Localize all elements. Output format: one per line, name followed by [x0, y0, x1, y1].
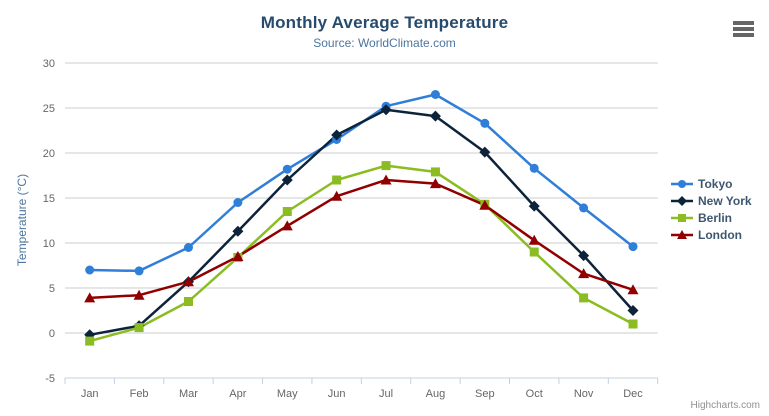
tokyo-legend-marker-shape[interactable]: [678, 180, 686, 188]
x-axis-label: Jun: [328, 388, 346, 400]
legend-item-london[interactable]: London: [671, 227, 752, 243]
legend-item-label: Berlin: [698, 211, 733, 225]
new-york-legend-marker-shape[interactable]: [677, 196, 687, 206]
x-axis-label: Apr: [229, 388, 246, 400]
london-data-point[interactable]: [578, 268, 590, 279]
x-axis-label: Feb: [130, 388, 149, 400]
london-data-point[interactable]: [182, 276, 194, 287]
y-axis-label: 10: [43, 238, 55, 250]
tokyo-series-line[interactable]: [88, 93, 635, 273]
tokyo-data-point[interactable]: [529, 163, 539, 173]
tokyo-data-point[interactable]: [430, 90, 440, 99]
x-axis-label: Oct: [526, 388, 543, 400]
tokyo-data-point[interactable]: [183, 243, 193, 252]
london-data-point[interactable]: [281, 220, 293, 231]
legend-item-tokyo[interactable]: Tokyo: [671, 176, 752, 192]
london-legend-marker-shape[interactable]: [677, 230, 687, 239]
tokyo-data-point[interactable]: [579, 203, 589, 213]
new-york-data-point[interactable]: [578, 250, 590, 262]
berlin-legend-marker-shape[interactable]: [678, 214, 686, 222]
x-axis-label: Sep: [475, 388, 495, 400]
new-york-data-point[interactable]: [479, 146, 491, 158]
y-axis-label: 15: [43, 193, 55, 205]
y-axis-label: 25: [43, 103, 55, 115]
tokyo-data-point[interactable]: [628, 242, 638, 252]
legend-item-label: New York: [698, 194, 752, 208]
berlin-data-point[interactable]: [579, 293, 589, 303]
london-data-point[interactable]: [331, 190, 343, 201]
berlin-data-point[interactable]: [183, 297, 193, 306]
london-data-point[interactable]: [232, 251, 244, 261]
legend-item-label: Tokyo: [698, 177, 733, 191]
london-data-point[interactable]: [627, 284, 639, 295]
x-axis-label: Jul: [379, 388, 393, 400]
y-axis-label: -5: [45, 373, 55, 385]
x-axis-label: Dec: [623, 388, 643, 400]
highcharts-credit[interactable]: Highcharts.com: [690, 400, 760, 411]
x-axis-label: Mar: [179, 388, 198, 400]
y-axis-label: 0: [49, 328, 55, 340]
tokyo-data-point[interactable]: [85, 265, 95, 275]
new-york-data-point[interactable]: [331, 129, 343, 141]
new-york-series-line[interactable]: [88, 108, 635, 337]
london-data-point[interactable]: [528, 234, 540, 245]
berlin-data-point[interactable]: [282, 207, 292, 216]
new-york-data-point[interactable]: [281, 174, 293, 186]
tokyo-data-point[interactable]: [134, 266, 144, 276]
london-data-point[interactable]: [380, 174, 392, 185]
new-york-data-point[interactable]: [232, 225, 244, 237]
new-york-data-point[interactable]: [429, 110, 441, 122]
x-axis-label: Nov: [574, 388, 594, 400]
berlin-data-point[interactable]: [628, 319, 638, 329]
berlin-data-point[interactable]: [134, 323, 144, 333]
x-axis-label: Aug: [426, 388, 446, 400]
london-data-point[interactable]: [84, 292, 96, 303]
new-york-data-point[interactable]: [380, 104, 392, 116]
legend-item-berlin[interactable]: Berlin: [671, 210, 752, 226]
legend: Tokyo New York Berlin London: [671, 176, 752, 244]
new-york-legend-marker-icon: [671, 196, 693, 206]
chart-subtitle: Source: WorldClimate.com: [313, 36, 456, 50]
london-data-point[interactable]: [133, 289, 145, 300]
berlin-series-line[interactable]: [88, 164, 635, 343]
x-axis-label: Jan: [81, 388, 99, 400]
london-legend-marker-icon: [671, 230, 693, 239]
y-axis-label: 5: [49, 283, 55, 295]
london-data-point[interactable]: [479, 199, 491, 210]
y-axis-label: 20: [43, 148, 55, 160]
tokyo-data-point[interactable]: [282, 164, 292, 174]
y-axis-label: 30: [43, 58, 55, 70]
berlin-data-point[interactable]: [332, 175, 342, 185]
new-york-data-point[interactable]: [627, 305, 639, 316]
legend-item-new-york[interactable]: New York: [671, 193, 752, 209]
chart-title: Monthly Average Temperature: [260, 13, 509, 32]
x-axis-label: May: [277, 388, 298, 400]
london-data-point[interactable]: [429, 178, 441, 189]
new-york-data-point[interactable]: [528, 200, 540, 212]
berlin-data-point[interactable]: [381, 161, 391, 171]
berlin-data-point[interactable]: [85, 336, 95, 346]
legend-item-label: London: [698, 228, 742, 242]
berlin-data-point[interactable]: [430, 167, 440, 177]
tokyo-data-point[interactable]: [233, 198, 243, 207]
hamburger-icon: [733, 21, 758, 37]
export-menu-button[interactable]: [733, 20, 758, 38]
tokyo-data-point[interactable]: [480, 118, 490, 128]
berlin-data-point[interactable]: [529, 247, 539, 257]
berlin-legend-marker-icon: [671, 214, 693, 222]
tokyo-legend-marker-icon: [671, 180, 693, 188]
london-series-line[interactable]: [88, 178, 635, 300]
